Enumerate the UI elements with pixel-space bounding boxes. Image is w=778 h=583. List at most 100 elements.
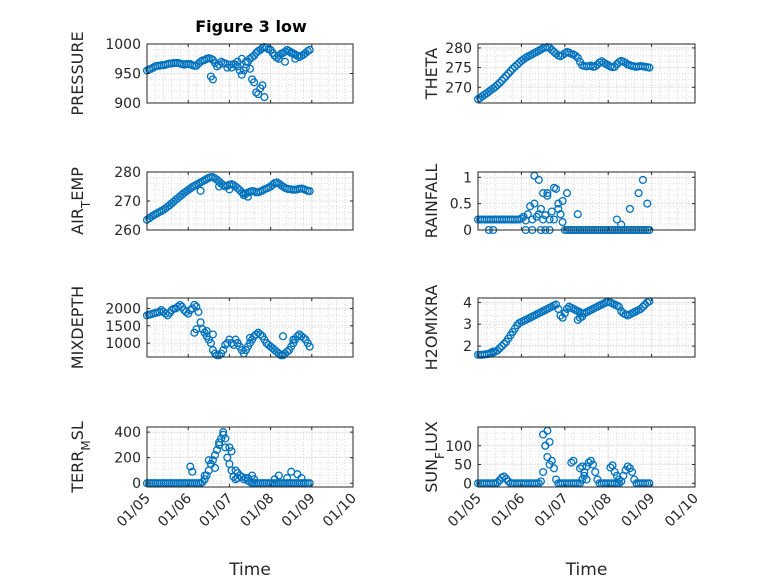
data-point — [549, 215, 559, 224]
data-point — [502, 71, 511, 80]
data-point — [215, 182, 224, 191]
data-point — [297, 474, 306, 483]
data-point — [212, 62, 222, 71]
data-point — [612, 215, 621, 224]
data-point — [614, 302, 624, 311]
data-point — [182, 307, 191, 316]
data-point — [567, 458, 576, 467]
y-tick-label: 4 — [463, 295, 472, 311]
data-point — [190, 300, 199, 309]
x-tick-label: 01/10 — [320, 491, 360, 531]
data-point — [287, 48, 296, 57]
y-tick-label: 270 — [445, 80, 472, 96]
data-point — [233, 468, 242, 478]
data-point — [280, 57, 290, 66]
data-point — [617, 220, 626, 229]
data-point — [573, 210, 582, 219]
data-point — [192, 302, 201, 311]
y-axis-label: H2OMIXRA — [422, 285, 441, 371]
y-tick-label: 200 — [114, 451, 141, 467]
x-tick-label: 01/08 — [238, 491, 278, 531]
data-point — [584, 458, 593, 467]
y-axis-label: TERRMSL — [68, 421, 93, 494]
data-point — [614, 475, 624, 484]
axes-box — [477, 426, 696, 488]
data-point — [560, 309, 569, 318]
data-point — [645, 63, 654, 72]
axes-box — [477, 171, 696, 231]
data-point — [493, 80, 502, 89]
figure-title: Figure 3 low — [195, 17, 307, 36]
data-point — [549, 183, 559, 192]
y-tick-label: 2 — [463, 339, 472, 355]
y-tick-label: 900 — [114, 96, 141, 112]
data-point — [539, 467, 548, 477]
data-point — [283, 474, 292, 483]
data-point — [245, 333, 255, 342]
data-point — [186, 184, 195, 193]
data-point — [250, 78, 259, 87]
x-axis-label: Time — [565, 560, 608, 580]
data-point — [225, 185, 234, 194]
axes-6: 2 3 4 H2OMIXRA — [422, 285, 696, 371]
data-point — [638, 175, 647, 184]
y-tick-label: 1500 — [105, 319, 141, 335]
x-tick-label: 01/10 — [662, 491, 702, 531]
data-point — [491, 82, 500, 91]
data-point — [237, 70, 246, 79]
y-tick-label: 280 — [114, 165, 141, 181]
data-point — [208, 75, 217, 84]
data-point — [530, 199, 539, 208]
data-point — [621, 58, 630, 67]
data-point — [241, 57, 250, 66]
data-point — [628, 467, 637, 477]
y-tick-label: 280 — [445, 41, 472, 57]
data-point — [569, 456, 578, 465]
y-axis-label-main: AIR — [68, 208, 87, 235]
data-point — [161, 309, 170, 318]
data-point — [499, 74, 509, 83]
data-point — [539, 189, 548, 198]
y-axis-label-subscript: M — [79, 440, 93, 450]
axes-box — [146, 426, 354, 488]
data-point — [606, 463, 615, 472]
data-point — [588, 460, 598, 469]
y-axis-label-rest: SL — [68, 421, 87, 440]
axes-3: 260 270 280 AIRTEMP — [68, 165, 354, 239]
data-point — [299, 333, 308, 342]
data-point — [283, 347, 292, 356]
data-point — [196, 186, 205, 195]
y-tick-label: 1 — [463, 170, 472, 186]
data-point — [534, 175, 543, 184]
data-point — [556, 210, 565, 219]
data-point — [499, 472, 509, 481]
y-tick-label: 400 — [114, 425, 141, 441]
data-point — [260, 93, 269, 102]
y-tick-label: 950 — [114, 67, 141, 83]
data-point — [571, 51, 580, 60]
x-tick-label: 01/06 — [488, 490, 528, 530]
data-point — [623, 462, 632, 471]
y-tick-label: 100 — [445, 439, 472, 455]
data-point — [523, 210, 532, 219]
data-point — [200, 471, 209, 480]
data-point — [192, 61, 201, 70]
data-point — [554, 199, 563, 208]
data-point — [634, 189, 643, 198]
data-point — [536, 477, 545, 486]
axes-8: 01/05 01/06 01/07 01/08 01/09 01/10 0 50 100SUNF… — [422, 421, 702, 580]
data-point — [258, 81, 267, 90]
data-point — [291, 54, 300, 63]
data-point — [495, 78, 504, 87]
data-point — [215, 438, 224, 447]
data-point — [508, 64, 517, 73]
data-point — [227, 447, 236, 456]
x-axis-label: Time — [228, 560, 271, 580]
data-point — [215, 351, 224, 360]
axes-7: 01/05 01/06 01/07 01/08 01/09 01/10 0 200 400 TER… — [68, 421, 360, 580]
data-point — [305, 342, 314, 351]
y-axis-label-subscript: T — [79, 200, 93, 209]
x-tick-label: 01/05 — [114, 491, 154, 531]
